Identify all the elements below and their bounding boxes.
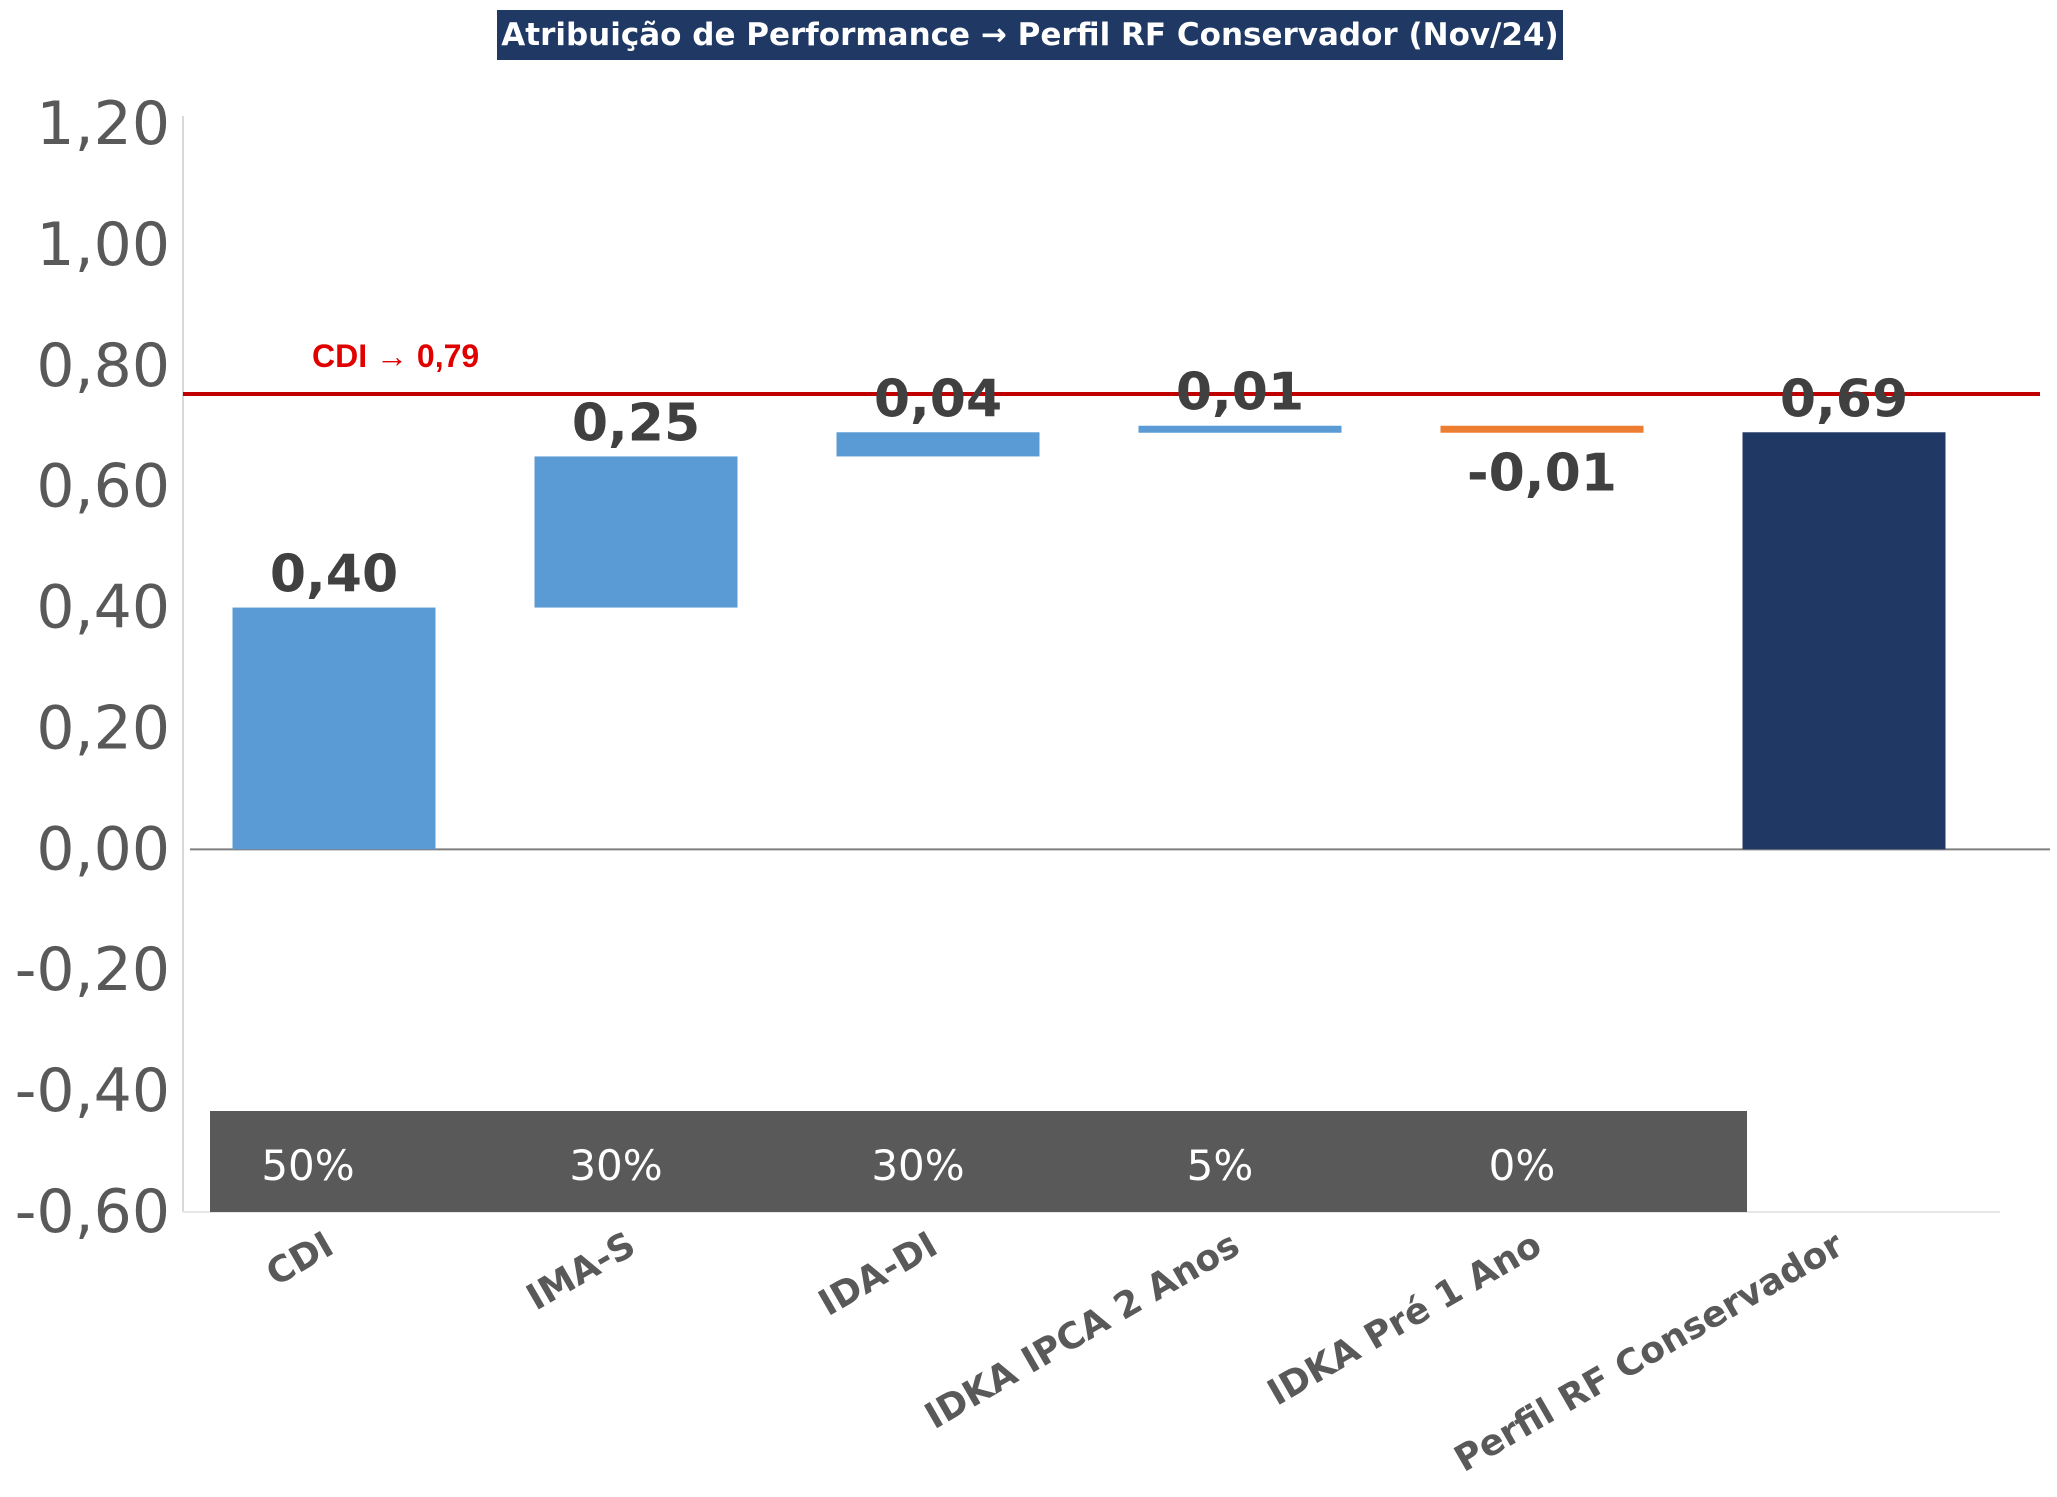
allocation-strip: 50% 30% 30% 5% 0%	[210, 1111, 1747, 1212]
category-label: CDI	[260, 1224, 341, 1294]
y-tick-label: 0,40	[36, 573, 170, 643]
y-tick-label: 0,20	[36, 693, 170, 763]
data-label: 0,69	[1780, 369, 1908, 429]
chart-title: Atribuição de Performance → Perfil RF Co…	[497, 10, 1563, 60]
cdi-reference-label: CDI → 0,79	[312, 338, 479, 374]
allocation-label: 50%	[261, 1141, 354, 1190]
category-label: IDKA IPCA 2 Anos	[918, 1224, 1246, 1437]
data-label: 0,40	[270, 545, 398, 605]
bar-idka-ipca-2-anos	[1138, 425, 1342, 433]
y-tick-label: -0,40	[15, 1056, 170, 1126]
y-tick-label: 0,60	[36, 452, 170, 522]
bar-cdi	[232, 607, 436, 850]
bar-ida-di	[836, 432, 1040, 457]
category-label: IMA-S	[520, 1224, 643, 1318]
y-tick-label: -0,60	[15, 1177, 170, 1247]
reference-layer: CDI → 0,79	[183, 338, 2040, 396]
bar-ima-s	[534, 456, 738, 608]
category-label: IDKA Pré 1 Ano	[1261, 1224, 1549, 1414]
y-tick-label: 0,80	[36, 331, 170, 401]
allocation-label: 5%	[1187, 1141, 1254, 1190]
y-tick-label: 1,00	[36, 210, 170, 280]
allocation-label: 30%	[871, 1141, 964, 1190]
data-label: 0,04	[874, 369, 1002, 429]
allocation-band	[210, 1111, 1747, 1212]
axis-layer: 1,20 1,00 0,80 0,60 0,40 0,20 0,00 -0,20 -0,40 -0…	[15, 89, 2050, 1247]
y-tick-label: -0,20	[15, 935, 170, 1005]
allocation-label: 0%	[1489, 1141, 1556, 1190]
bars-layer	[232, 425, 1946, 850]
data-label: 0,25	[572, 393, 700, 453]
y-tick-label: 1,20	[36, 89, 170, 159]
y-tick-label: 0,00	[36, 814, 170, 884]
allocation-label: 30%	[569, 1141, 662, 1190]
data-label: 0,01	[1176, 363, 1304, 423]
category-label: IDA-DI	[812, 1224, 945, 1324]
data-label: -0,01	[1467, 443, 1617, 503]
bar-idka-pr-1-ano	[1440, 425, 1644, 433]
bar-perfil-rf-conservador	[1742, 432, 1946, 850]
